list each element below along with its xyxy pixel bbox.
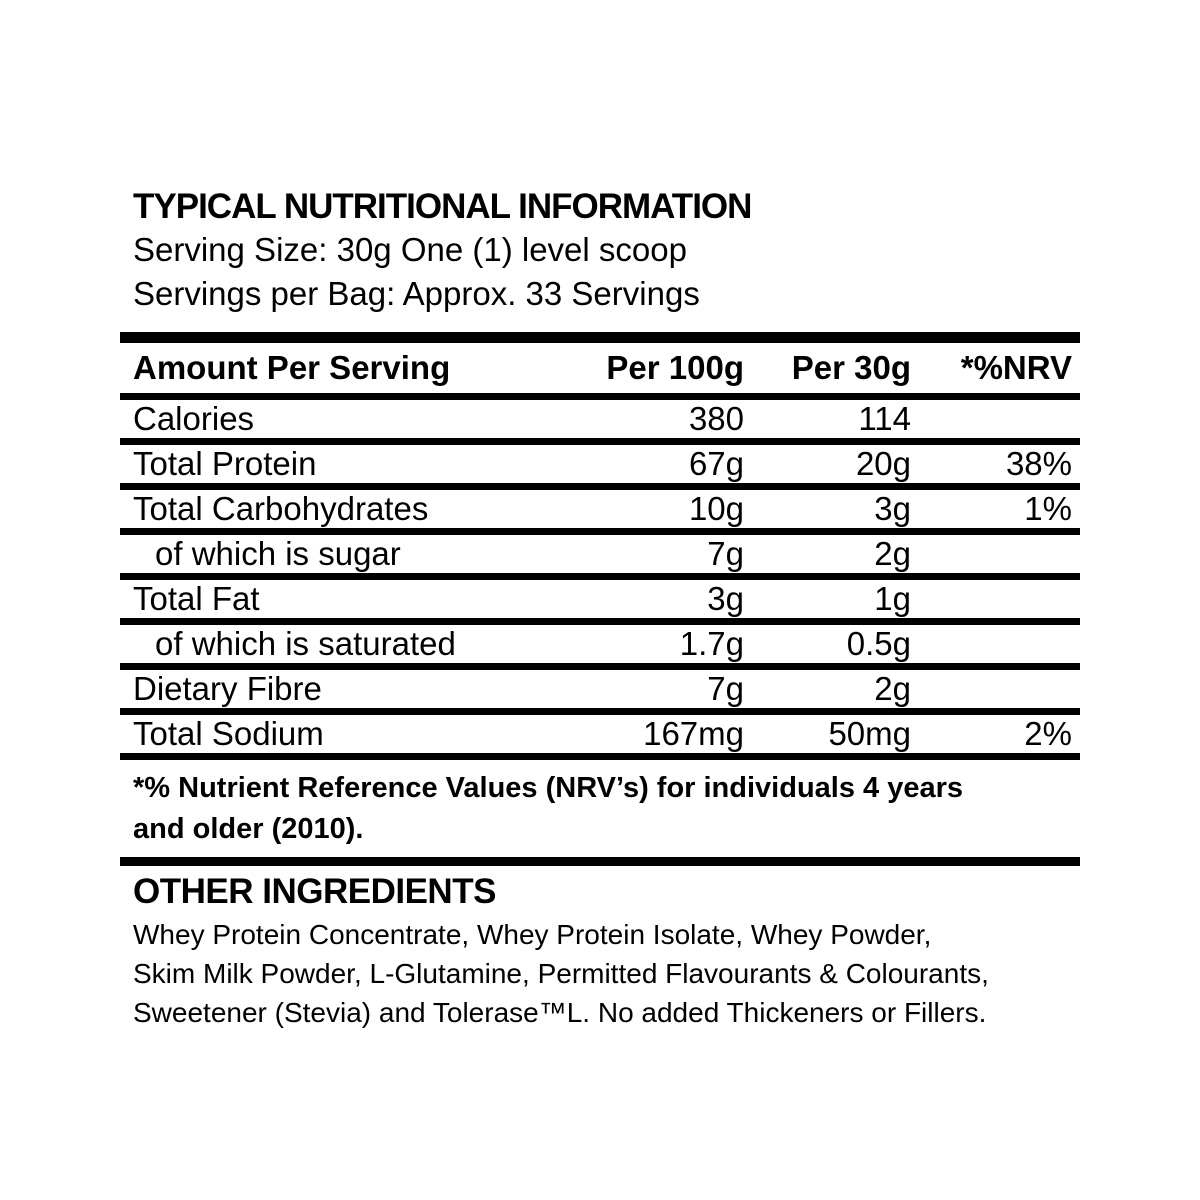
nrv-footnote-line-2: and older (2010). — [133, 813, 364, 845]
column-header-per-100g: Per 100g — [565, 337, 750, 400]
per-100g-value: 167mg — [565, 711, 750, 760]
per-100g-value: 3g — [565, 576, 750, 625]
per-100g-value: 67g — [565, 441, 750, 490]
nrv-footnote-line-1: *% Nutrient Reference Values (NRV’s) for… — [133, 772, 964, 804]
per-100g-value: 1.7g — [565, 621, 750, 670]
per-30g-value: 50mg — [750, 711, 915, 760]
nutrition-label: TYPICAL NUTRITIONAL INFORMATION Serving … — [120, 186, 1080, 1032]
page-title: TYPICAL NUTRITIONAL INFORMATION — [133, 187, 752, 226]
nrv-value — [915, 576, 1080, 625]
per-100g-value: 10g — [565, 486, 750, 535]
per-30g-value: 2g — [750, 531, 915, 580]
per-30g-value: 2g — [750, 666, 915, 715]
per-30g-value: 114 — [750, 396, 915, 445]
label-header: TYPICAL NUTRITIONAL INFORMATION Serving … — [120, 186, 1080, 316]
table-row-of-which-is-sugar: of which is sugar 7g 2g — [120, 531, 1080, 580]
nutrient-label: Dietary Fibre — [120, 666, 565, 715]
table-row-calories: Calories 380 114 — [120, 396, 1080, 445]
table-row-dietary-fibre: Dietary Fibre 7g 2g — [120, 666, 1080, 715]
per-100g-value: 380 — [565, 396, 750, 445]
nrv-value — [915, 621, 1080, 670]
column-header-amount-per-serving: Amount Per Serving — [120, 337, 565, 400]
nutrition-table: Amount Per Serving Per 100g Per 30g *%NR… — [120, 332, 1080, 760]
nrv-value: 38% — [915, 441, 1080, 490]
ingredients-line-2: Skim Milk Powder, L-Glutamine, Permitted… — [133, 958, 989, 989]
column-header-per-30g: Per 30g — [750, 337, 915, 400]
servings-per-bag-line: Servings per Bag: Approx. 33 Servings — [133, 275, 700, 312]
nrv-value: 1% — [915, 486, 1080, 535]
table-row-total-carbohydrates: Total Carbohydrates 10g 3g 1% — [120, 486, 1080, 535]
ingredients-line-1: Whey Protein Concentrate, Whey Protein I… — [133, 919, 932, 950]
ingredients-line-3: Sweetener (Stevia) and Tolerase™L. No ad… — [133, 997, 987, 1028]
divider-rule — [120, 857, 1080, 866]
table-row-total-protein: Total Protein 67g 20g 38% — [120, 441, 1080, 490]
per-30g-value: 1g — [750, 576, 915, 625]
nutrient-label: Total Carbohydrates — [120, 486, 565, 535]
table-header-row: Amount Per Serving Per 100g Per 30g *%NR… — [120, 337, 1080, 400]
per-30g-value: 20g — [750, 441, 915, 490]
table-row-total-fat: Total Fat 3g 1g — [120, 576, 1080, 625]
per-30g-value: 0.5g — [750, 621, 915, 670]
nutrient-label: Calories — [120, 396, 565, 445]
nrv-value — [915, 396, 1080, 445]
nrv-footnote: *% Nutrient Reference Values (NRV’s) for… — [120, 768, 1080, 850]
table-row-total-sodium: Total Sodium 167mg 50mg 2% — [120, 711, 1080, 760]
per-30g-value: 3g — [750, 486, 915, 535]
nutrient-label: Total Protein — [120, 441, 565, 490]
nutrient-sublabel: of which is sugar — [120, 531, 565, 580]
per-100g-value: 7g — [565, 531, 750, 580]
other-ingredients-heading: OTHER INGREDIENTS — [133, 872, 496, 911]
table-row-of-which-is-saturated: of which is saturated 1.7g 0.5g — [120, 621, 1080, 670]
nutrient-label: Total Sodium — [120, 711, 565, 760]
column-header-nrv: *%NRV — [915, 337, 1080, 400]
nrv-value: 2% — [915, 711, 1080, 760]
serving-size-line: Serving Size: 30g One (1) level scoop — [133, 231, 687, 268]
nrv-value — [915, 531, 1080, 580]
per-100g-value: 7g — [565, 666, 750, 715]
nutrient-label: Total Fat — [120, 576, 565, 625]
nutrient-sublabel: of which is saturated — [120, 621, 565, 670]
ingredients-list: Whey Protein Concentrate, Whey Protein I… — [120, 915, 1080, 1032]
nrv-value — [915, 666, 1080, 715]
